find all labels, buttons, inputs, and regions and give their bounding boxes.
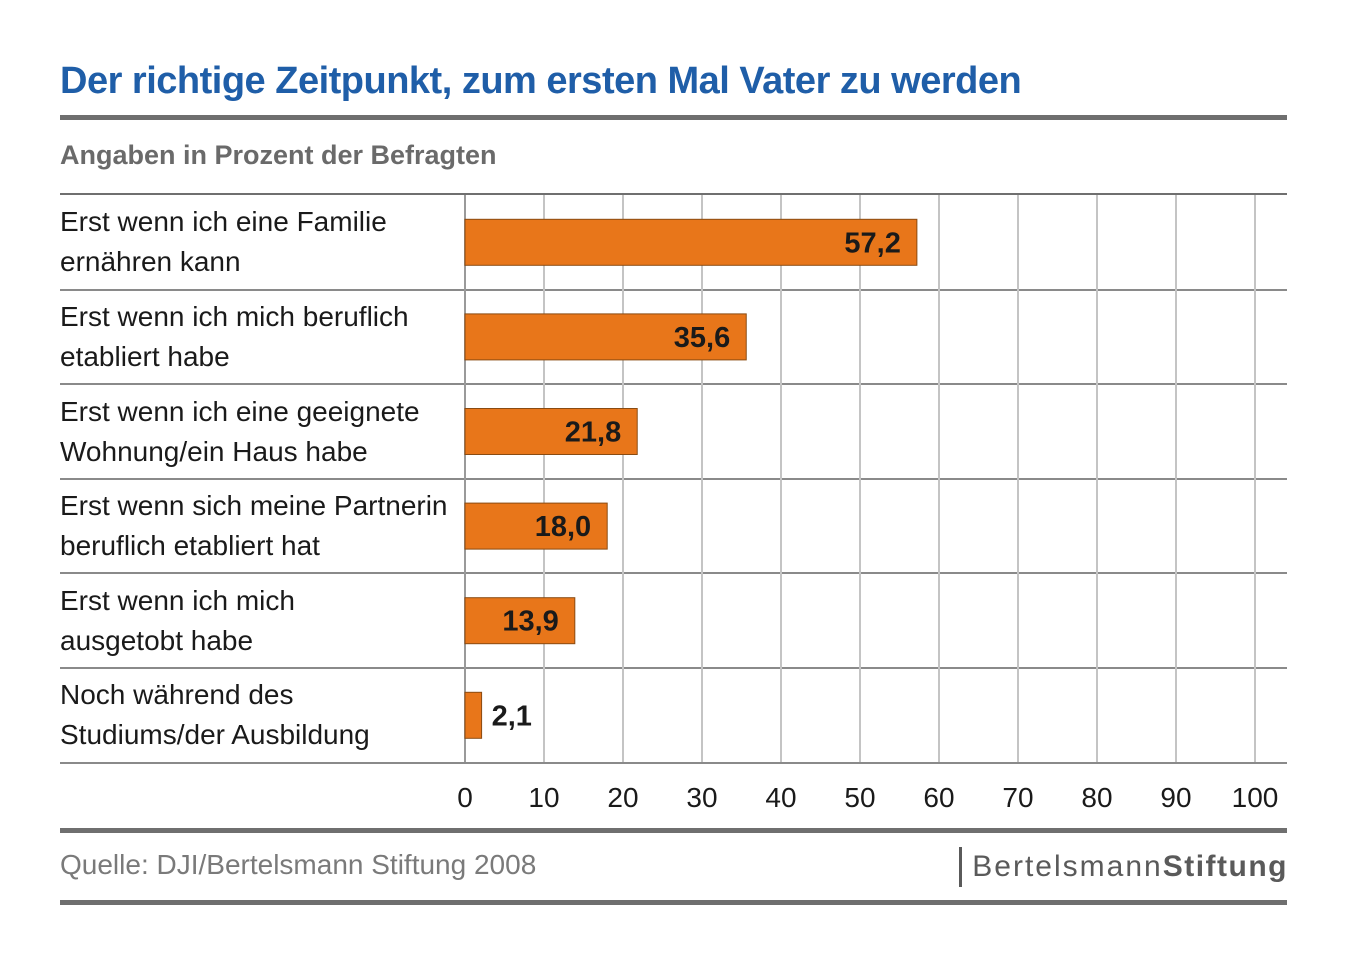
bar-value-label: 13,9 — [502, 606, 558, 638]
axis-bottom-rule — [60, 828, 1287, 833]
brand-logo: Bertelsmann Stiftung — [959, 847, 1288, 887]
brand-name-regular: Bertelsmann — [972, 850, 1163, 883]
row-separator — [60, 289, 1287, 291]
bar — [464, 313, 747, 361]
row-separator — [60, 478, 1287, 480]
chart-subtitle: Angaben in Prozent der Befragten — [60, 140, 497, 170]
bar-value-label: 35,6 — [674, 322, 730, 354]
x-tick-label: 70 — [1002, 782, 1034, 813]
bar — [464, 502, 608, 550]
chart-title: Der richtige Zeitpunkt, zum ersten Mal V… — [60, 60, 1022, 102]
x-tick-label: 40 — [765, 782, 797, 813]
x-tick-label: 50 — [844, 782, 876, 813]
category-label: Erst wenn ich eine Familie ernähren kann — [60, 206, 387, 277]
bar — [464, 597, 576, 645]
brand-divider — [959, 847, 963, 887]
row-separator — [60, 667, 1287, 669]
category-label: Noch während des Studiums/der Ausbildung — [60, 679, 370, 750]
bar-value-label: 18,0 — [535, 511, 591, 543]
bar — [464, 218, 918, 266]
source-note: Quelle: DJI/Bertelsmann Stiftung 2008 — [60, 849, 537, 880]
title-rule — [60, 115, 1287, 120]
row-separator — [60, 762, 1287, 764]
x-tick-label: 20 — [607, 782, 639, 813]
bar — [464, 408, 638, 455]
footer-rule — [60, 900, 1287, 905]
header-rule — [60, 193, 1287, 195]
x-tick-label: 90 — [1160, 782, 1192, 813]
x-tick-label: 80 — [1081, 782, 1113, 813]
x-tick-label: 60 — [923, 782, 955, 813]
bar-value-label: 21,8 — [565, 417, 621, 449]
category-label: Erst wenn ich mich beruflich etabliert h… — [60, 301, 409, 372]
x-tick-label: 100 — [1231, 782, 1279, 813]
x-tick-label: 10 — [528, 782, 560, 813]
x-tick-label: 30 — [686, 782, 718, 813]
bar — [464, 691, 483, 739]
bar-value-label: 2,1 — [492, 700, 532, 732]
category-label: Erst wenn sich meine Partnerin beruflich… — [60, 490, 448, 561]
category-label: Erst wenn ich eine geeignete Wohnung/ein… — [60, 396, 420, 467]
bar-value-label: 57,2 — [844, 227, 900, 259]
row-separator — [60, 383, 1287, 385]
brand-name-bold: Stiftung — [1162, 850, 1288, 883]
row-separator — [60, 572, 1287, 574]
category-label: Erst wenn ich mich ausgetobt habe — [60, 585, 295, 656]
x-tick-label: 0 — [457, 782, 473, 813]
